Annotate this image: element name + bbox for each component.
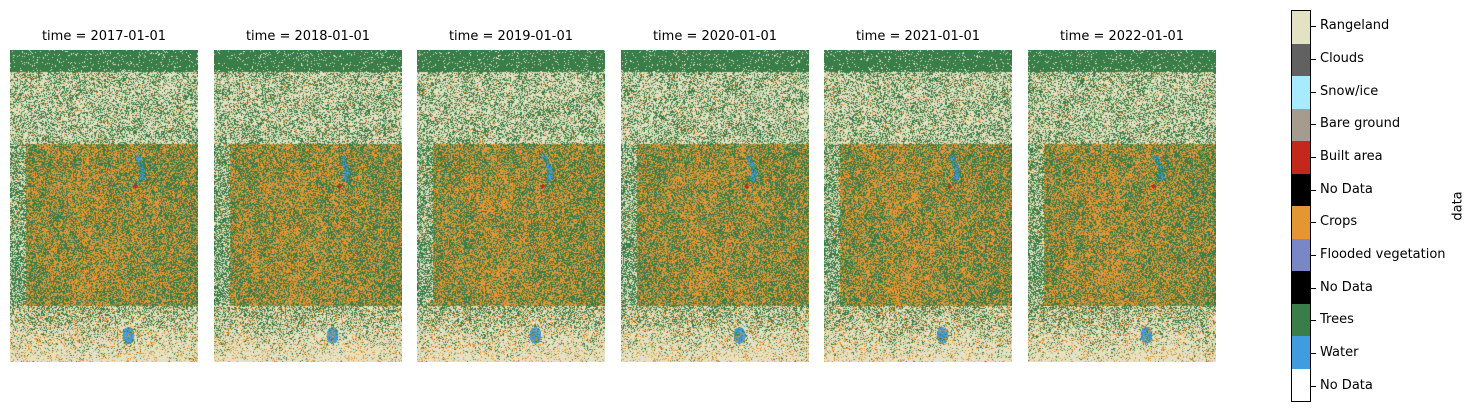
colorbar-tick xyxy=(1311,320,1316,321)
colorbar-tick-label: Built area xyxy=(1320,149,1383,164)
colorbar-tick-label: No Data xyxy=(1320,280,1373,295)
colorbar-label: data xyxy=(1450,191,1466,221)
colorbar-tick xyxy=(1311,92,1316,93)
colorbar-tick xyxy=(1311,26,1316,27)
colorbar-tick-label: Trees xyxy=(1320,312,1354,327)
colorbar-tick xyxy=(1311,222,1316,223)
colorbar-tick-label: Clouds xyxy=(1320,51,1364,66)
land-cover-map xyxy=(10,50,198,362)
colorbar-tick-label: No Data xyxy=(1320,182,1373,197)
land-cover-map xyxy=(1028,50,1216,362)
land-cover-map xyxy=(621,50,809,362)
panel-title: time = 2022-01-01 xyxy=(1059,29,1185,44)
colorbar-swatch xyxy=(1292,108,1310,141)
colorbar-swatch xyxy=(1292,141,1310,174)
colorbar-tick-label: Snow/ice xyxy=(1320,84,1379,99)
colorbar-swatch xyxy=(1292,368,1310,401)
colorbar-tick xyxy=(1311,255,1316,256)
colorbar-tick-label: Bare ground xyxy=(1320,116,1401,131)
colorbar-swatch xyxy=(1292,76,1310,109)
panel-title: time = 2021-01-01 xyxy=(855,29,981,44)
colorbar-swatch xyxy=(1292,271,1310,304)
colorbar-tick xyxy=(1311,353,1316,354)
colorbar-swatch xyxy=(1292,238,1310,271)
colorbar xyxy=(1291,10,1311,402)
colorbar-swatch xyxy=(1292,336,1310,369)
colorbar-tick-label: Water xyxy=(1320,345,1359,360)
colorbar-tick-label: Crops xyxy=(1320,214,1358,229)
land-cover-map xyxy=(417,50,605,362)
panel-title: time = 2017-01-01 xyxy=(41,29,167,44)
land-cover-map xyxy=(824,50,1012,362)
colorbar-tick-label: Flooded vegetation xyxy=(1320,247,1446,262)
colorbar-swatch xyxy=(1292,43,1310,76)
colorbar-tick-label: No Data xyxy=(1320,378,1373,393)
colorbar-tick xyxy=(1311,157,1316,158)
colorbar-tick xyxy=(1311,190,1316,191)
colorbar-tick xyxy=(1311,59,1316,60)
panel-title: time = 2019-01-01 xyxy=(448,29,574,44)
panel-title: time = 2018-01-01 xyxy=(245,29,371,44)
colorbar-tick xyxy=(1311,288,1316,289)
colorbar-swatch xyxy=(1292,11,1310,44)
colorbar-tick-label: Rangeland xyxy=(1320,18,1390,33)
colorbar-swatch xyxy=(1292,206,1310,239)
colorbar-tick xyxy=(1311,124,1316,125)
colorbar-tick xyxy=(1311,386,1316,387)
land-cover-map xyxy=(214,50,402,362)
colorbar-swatch xyxy=(1292,173,1310,206)
panel-title: time = 2020-01-01 xyxy=(652,29,778,44)
colorbar-swatch xyxy=(1292,303,1310,336)
